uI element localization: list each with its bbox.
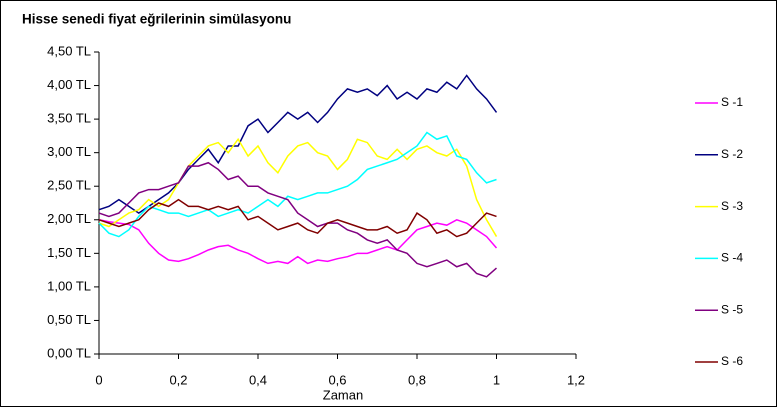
series-line <box>98 161 497 278</box>
legend-label: S -4 <box>721 251 743 265</box>
series-line <box>98 198 497 238</box>
chart-title: Hisse senedi fiyat eğrilerinin simülasyo… <box>22 12 291 27</box>
legend-label: S -1 <box>721 95 743 109</box>
y-tick-label: 0,50 TL <box>47 312 91 327</box>
y-tick-label: 2,50 TL <box>47 178 91 193</box>
y-tick-label: 3,00 TL <box>47 144 91 159</box>
x-tick-label: 1 <box>493 372 500 387</box>
series-line <box>98 131 497 238</box>
series-line <box>98 137 498 237</box>
y-tick-label: 0,00 TL <box>47 345 91 360</box>
y-tick-label: 4,00 TL <box>47 77 91 92</box>
x-tick-label: 0,6 <box>328 372 346 387</box>
y-tick-label: 3,50 TL <box>47 111 91 126</box>
x-tick-label: 0,2 <box>169 372 187 387</box>
y-tick-label: 1,00 TL <box>47 278 91 293</box>
legend-label: S -5 <box>721 302 743 316</box>
x-tick-label: 0 <box>95 372 102 387</box>
x-tick-label: 0,8 <box>408 372 426 387</box>
y-tick-label: 2,00 TL <box>47 211 91 226</box>
y-tick-label: 4,50 TL <box>47 43 91 58</box>
legend-label: S -6 <box>721 354 743 368</box>
legend-label: S -3 <box>721 199 743 213</box>
x-tick-label: 0,4 <box>249 372 267 387</box>
x-axis-label: Zaman <box>323 387 363 402</box>
legend-label: S -2 <box>721 147 743 161</box>
series-line <box>98 74 498 214</box>
y-tick-label: 1,50 TL <box>47 245 91 260</box>
x-tick-label: 1,2 <box>567 372 585 387</box>
